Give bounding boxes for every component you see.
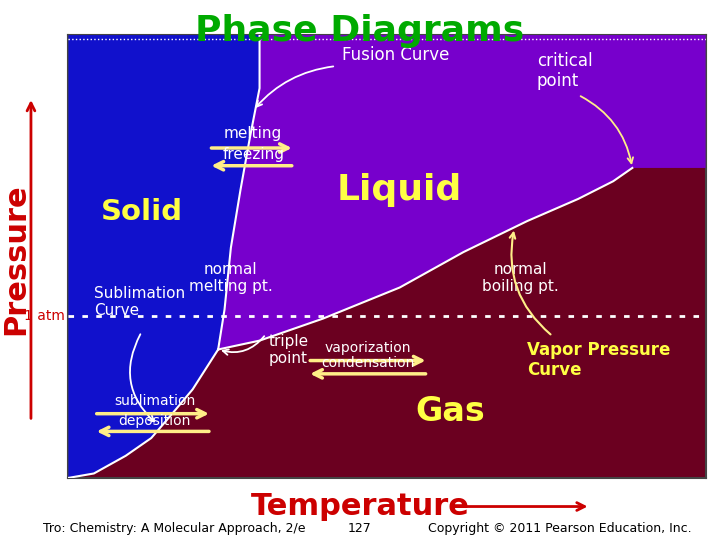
Text: vaporization: vaporization (325, 341, 411, 355)
Text: Solid: Solid (101, 198, 183, 226)
Text: normal
boiling pt.: normal boiling pt. (482, 262, 559, 294)
Text: Gas: Gas (416, 395, 485, 428)
Text: deposition: deposition (118, 414, 191, 428)
Text: Phase Diagrams: Phase Diagrams (195, 14, 525, 48)
Polygon shape (218, 35, 706, 349)
Text: 127: 127 (348, 522, 372, 535)
Text: normal
melting pt.: normal melting pt. (189, 262, 273, 294)
Text: critical
point: critical point (536, 52, 593, 91)
Text: 1 atm: 1 atm (24, 309, 66, 323)
Text: Temperature: Temperature (251, 492, 469, 521)
Text: Vapor Pressure
Curve: Vapor Pressure Curve (527, 341, 670, 380)
Text: Fusion Curve: Fusion Curve (343, 46, 450, 64)
Text: Copyright © 2011 Pearson Education, Inc.: Copyright © 2011 Pearson Education, Inc. (428, 522, 691, 535)
Text: melting: melting (224, 126, 282, 141)
Polygon shape (68, 35, 260, 478)
Text: sublimation: sublimation (114, 394, 195, 408)
Text: triple
point: triple point (269, 334, 310, 366)
Text: Pressure: Pressure (1, 184, 30, 335)
Text: condensation: condensation (321, 356, 415, 370)
Text: Tro: Chemistry: A Molecular Approach, 2/e: Tro: Chemistry: A Molecular Approach, 2/… (43, 522, 306, 535)
Text: Liquid: Liquid (337, 173, 462, 207)
Polygon shape (68, 35, 260, 478)
Text: freezing: freezing (222, 147, 284, 162)
Text: Sublimation
Curve: Sublimation Curve (94, 286, 185, 319)
